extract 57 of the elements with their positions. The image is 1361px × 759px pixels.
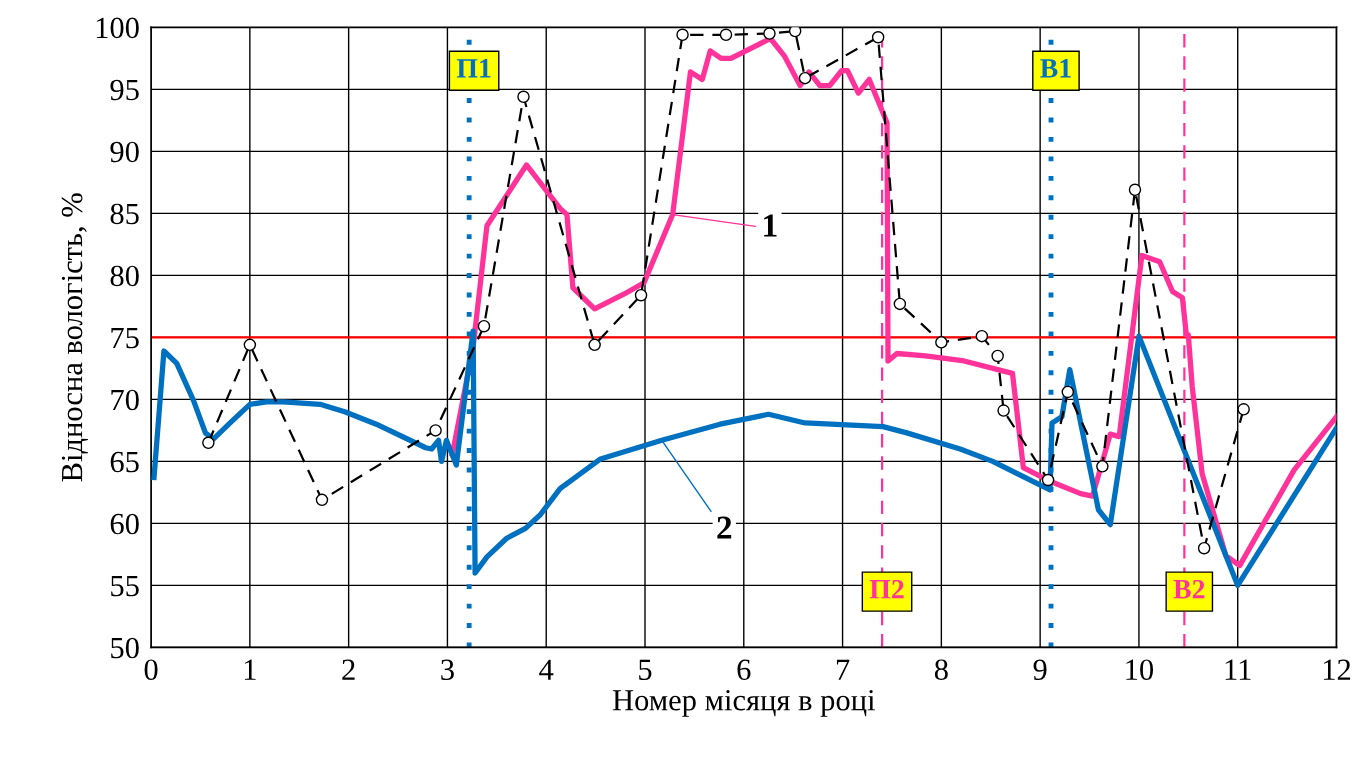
point xyxy=(719,28,733,42)
y-tick-label: 55 xyxy=(111,576,139,597)
point xyxy=(202,436,215,450)
point xyxy=(429,424,442,437)
x-tick-label: 5 xyxy=(639,659,652,681)
y-tick-label: 95 xyxy=(110,79,139,101)
point xyxy=(243,338,257,352)
x-tick-label: 7 xyxy=(836,659,850,680)
point xyxy=(315,493,329,507)
point xyxy=(634,288,648,302)
x-tick-label: 4 xyxy=(539,659,554,680)
point xyxy=(1128,183,1142,197)
y-tick-label: 60 xyxy=(110,513,139,535)
point xyxy=(935,336,948,349)
y-tick-label: 80 xyxy=(110,265,139,287)
ref-line-label: П1 xyxy=(456,59,491,78)
y-tick-label: 75 xyxy=(111,327,139,349)
x-tick-label: 2 xyxy=(342,659,355,680)
point xyxy=(477,319,491,333)
point xyxy=(871,30,885,44)
x-tick-label: 3 xyxy=(441,659,454,681)
point xyxy=(798,71,812,85)
x-tick-label: 11 xyxy=(1225,659,1251,680)
x-tick-label: 12 xyxy=(1323,659,1351,680)
point xyxy=(1237,403,1250,416)
y-tick-label: 50 xyxy=(111,637,139,659)
y-axis-title: Відносна вологість, % xyxy=(61,193,88,482)
point xyxy=(763,27,776,40)
point xyxy=(1197,541,1211,555)
x-tick-label: 6 xyxy=(737,659,751,681)
ref-line-label: В2 xyxy=(1173,579,1205,599)
y-tick-label: 100 xyxy=(96,17,139,39)
point xyxy=(893,297,907,311)
point xyxy=(588,338,601,352)
point xyxy=(788,27,802,38)
y-tick-label: 65 xyxy=(110,451,139,473)
x-tick-label: 1 xyxy=(244,659,256,680)
x-tick-label: 8 xyxy=(934,659,948,681)
y-tick-label: 85 xyxy=(110,203,139,225)
text: 2 xyxy=(717,516,732,539)
ref-line-label: П2 xyxy=(869,579,904,599)
ref-line-label: В1 xyxy=(1040,59,1071,78)
point xyxy=(1041,473,1055,487)
x-tick-label: 10 xyxy=(1126,659,1154,681)
point xyxy=(997,404,1010,417)
point xyxy=(1061,385,1075,399)
point xyxy=(517,90,530,104)
point xyxy=(1096,460,1109,473)
x-tick-label: 0 xyxy=(144,659,158,681)
point xyxy=(676,28,689,42)
y-tick-label: 70 xyxy=(111,389,139,411)
legend-label: 1 xyxy=(764,214,777,237)
y-tick-label: 90 xyxy=(110,141,139,163)
x-axis-title: Номер місяця в році xyxy=(612,690,875,717)
x-tick-label: 9 xyxy=(1033,659,1047,681)
point xyxy=(975,329,989,343)
point xyxy=(991,349,1004,363)
